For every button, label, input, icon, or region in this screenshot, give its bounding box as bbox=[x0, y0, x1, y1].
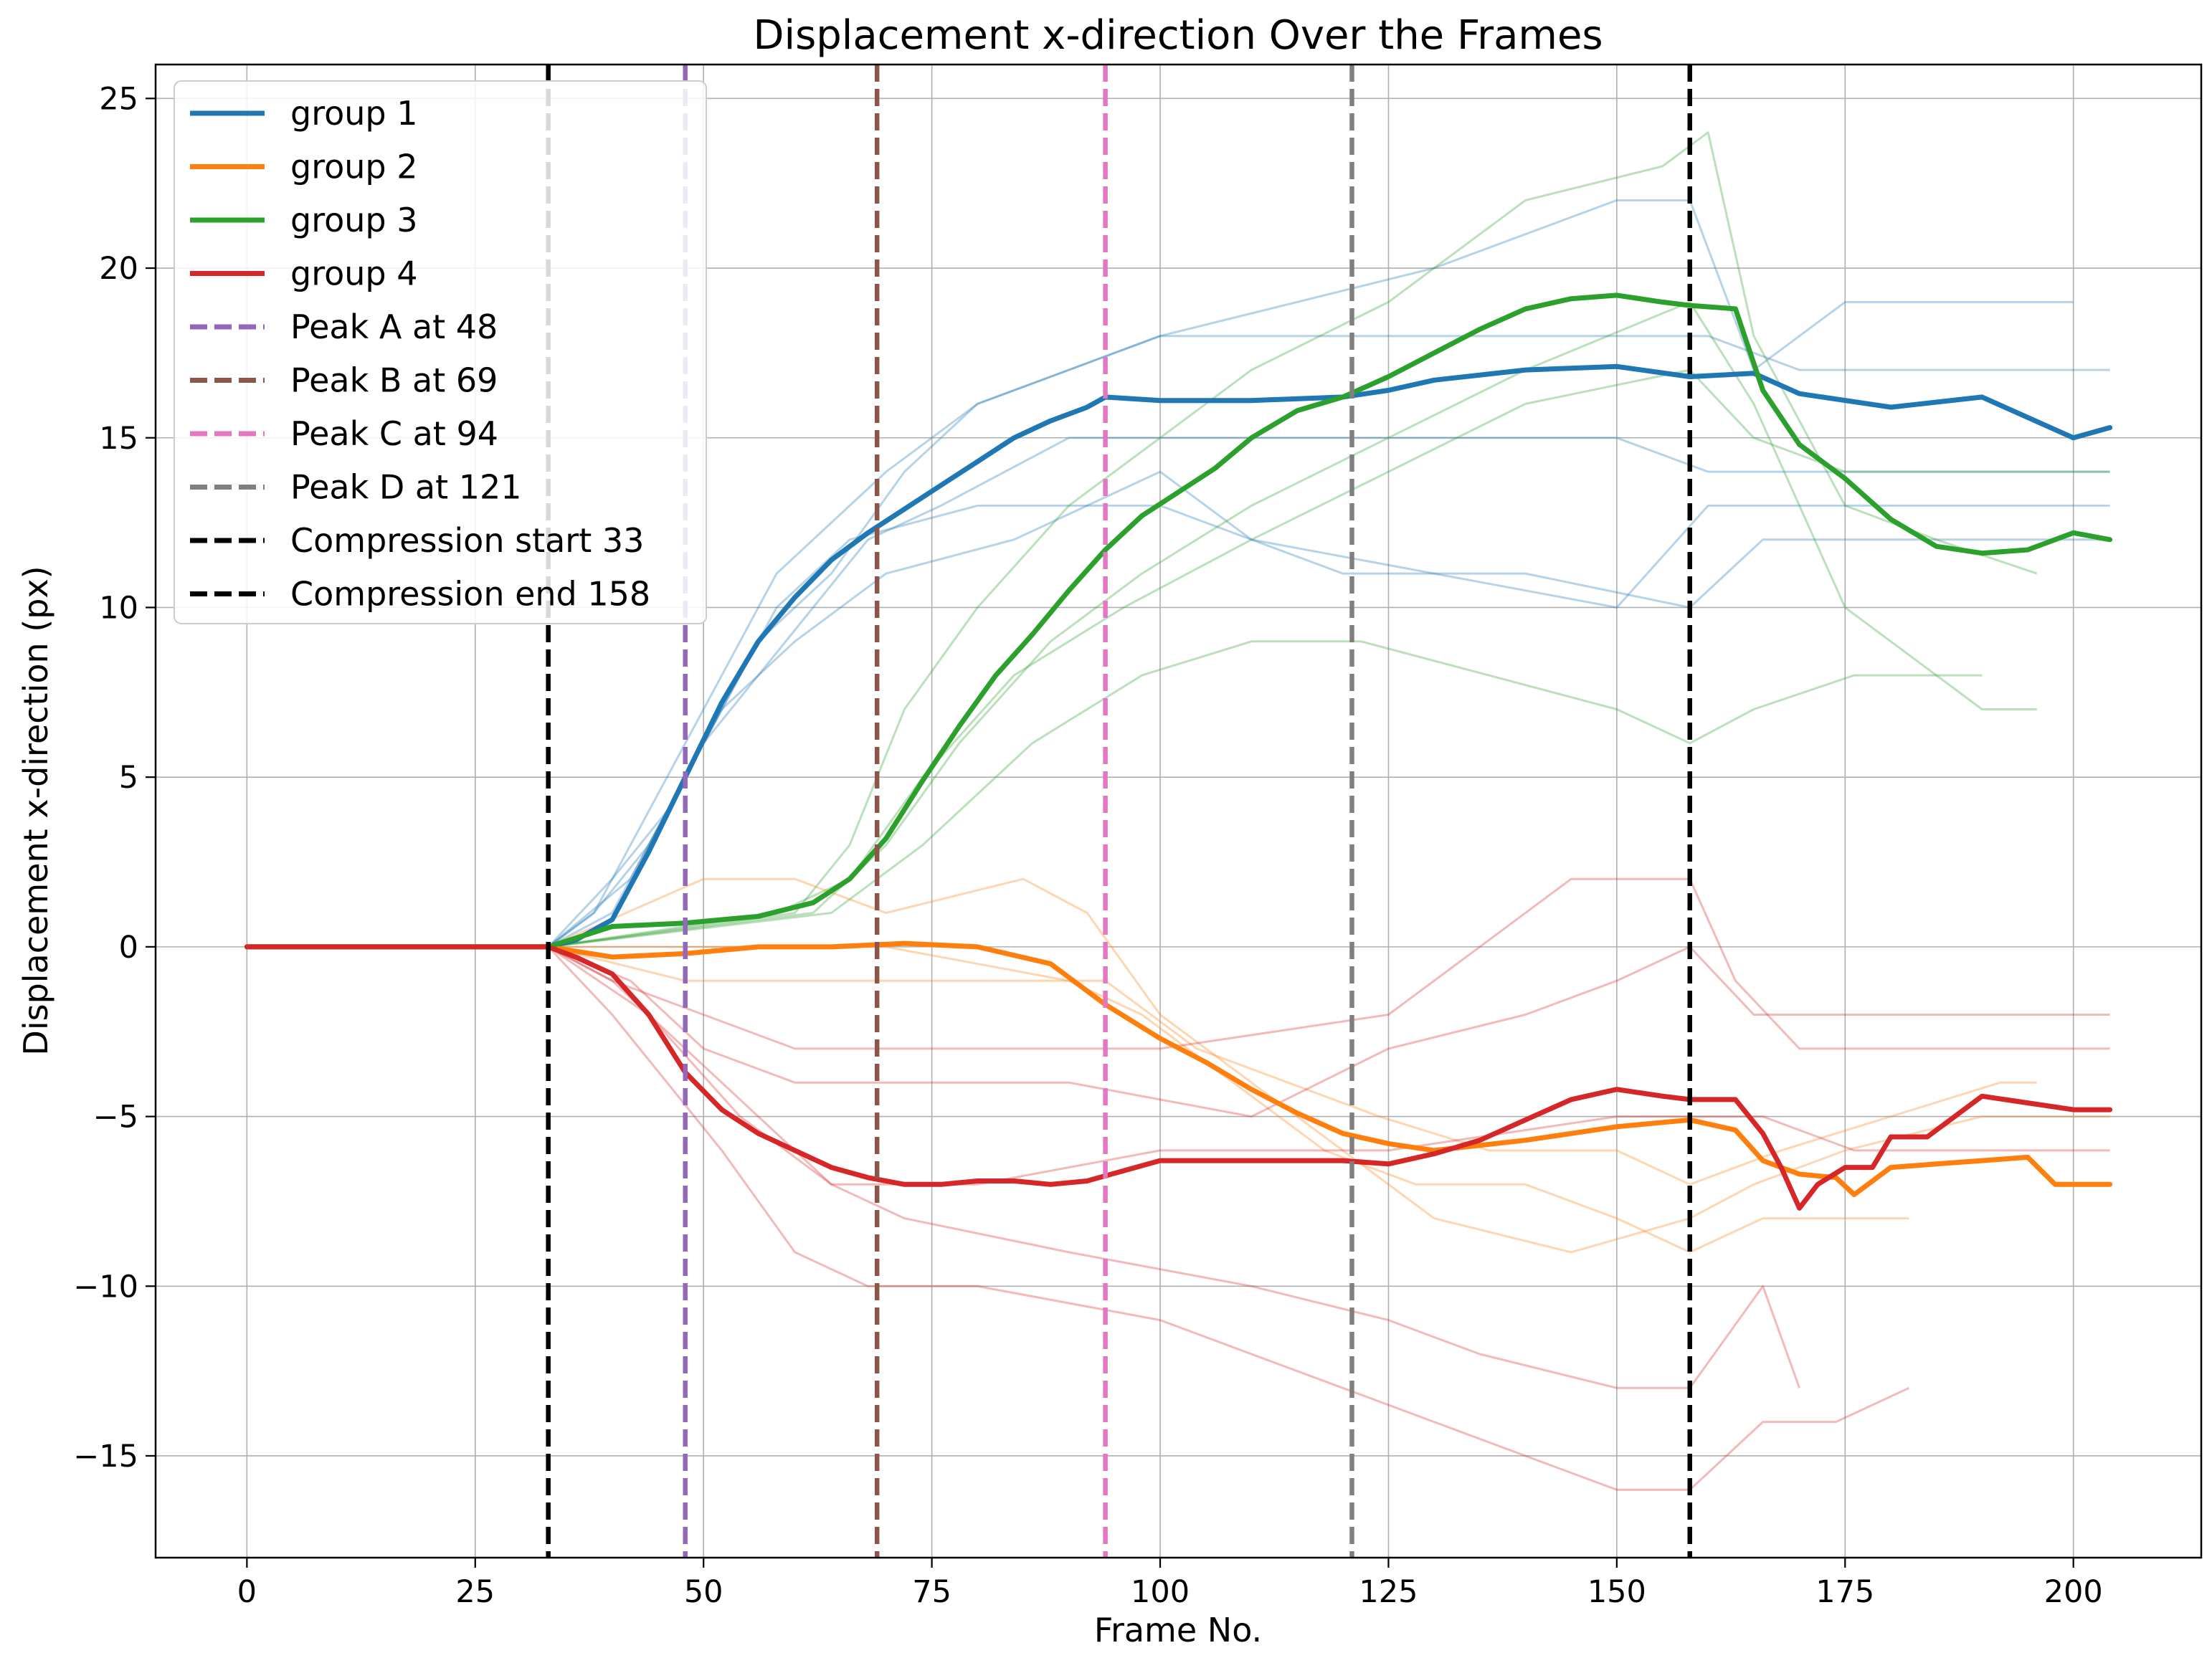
x-tick-label: 125 bbox=[1359, 1574, 1418, 1610]
y-tick-label: 0 bbox=[119, 930, 138, 966]
background-track-line bbox=[247, 945, 2037, 1186]
y-tick-label: 25 bbox=[99, 81, 138, 117]
legend-label: group 1 bbox=[290, 94, 418, 133]
y-tick-label: −5 bbox=[93, 1100, 138, 1135]
axis-ticks: 0 25 50 75 100 125 150 175 200 −15 −10 −5 0 5 10 15 20 25 bbox=[73, 81, 2102, 1610]
legend-label: group 4 bbox=[290, 254, 418, 293]
x-tick-label: 25 bbox=[455, 1574, 495, 1610]
background-track-line bbox=[247, 131, 2038, 948]
legend-label: Peak C at 94 bbox=[290, 414, 498, 453]
x-tick-label: 200 bbox=[2044, 1574, 2103, 1610]
legend-label: Compression end 158 bbox=[290, 575, 650, 614]
y-tick-label: −15 bbox=[73, 1439, 138, 1475]
series-line-group-2 bbox=[244, 940, 2113, 1197]
x-tick-label: 100 bbox=[1131, 1574, 1190, 1610]
background-track-line bbox=[247, 945, 2110, 1118]
y-tick-label: 5 bbox=[119, 760, 138, 796]
x-tick-label: 175 bbox=[1815, 1574, 1874, 1610]
y-axis-label: Displacement x-direction (px) bbox=[16, 566, 55, 1055]
background-track-line bbox=[247, 945, 1910, 1491]
legend-label: Peak D at 121 bbox=[290, 468, 522, 507]
x-tick-label: 75 bbox=[912, 1574, 951, 1610]
series-line-group-3 bbox=[244, 292, 2113, 950]
background-track-line bbox=[247, 640, 1983, 948]
background-track-line bbox=[247, 504, 2110, 948]
legend-label: group 3 bbox=[290, 201, 418, 239]
legend-box bbox=[174, 80, 707, 624]
legend-label: Compression start 33 bbox=[290, 521, 644, 560]
x-tick-label: 150 bbox=[1587, 1574, 1646, 1610]
series-lines bbox=[244, 292, 2113, 1211]
legend-label: Peak A at 48 bbox=[290, 308, 498, 346]
y-tick-label: −10 bbox=[73, 1269, 138, 1305]
background-track-line bbox=[247, 335, 2110, 948]
background-track-line bbox=[247, 199, 2074, 948]
background-track-line bbox=[247, 877, 2110, 1050]
background-tracks bbox=[247, 131, 2110, 1491]
x-tick-label: 0 bbox=[237, 1574, 257, 1610]
series-line-group-1 bbox=[244, 363, 2113, 950]
background-track-line bbox=[247, 300, 2037, 948]
y-tick-label: 15 bbox=[99, 421, 138, 457]
x-tick-label: 50 bbox=[684, 1574, 723, 1610]
y-tick-label: 20 bbox=[99, 251, 138, 287]
legend-label: Peak B at 69 bbox=[290, 361, 498, 400]
background-track-line bbox=[247, 470, 2110, 948]
background-track-line bbox=[247, 437, 2110, 948]
y-tick-label: 10 bbox=[99, 590, 138, 626]
legend: group 1 group 2 group 3 group 4 Peak A at 48… bbox=[174, 80, 707, 624]
plot-frame bbox=[154, 63, 2203, 1559]
chart-title: Displacement x-direction Over the Frames bbox=[753, 12, 1603, 59]
legend-label: group 2 bbox=[290, 148, 418, 186]
x-axis-label: Frame No. bbox=[1094, 1611, 1262, 1649]
series-line-group-4 bbox=[244, 944, 2113, 1211]
